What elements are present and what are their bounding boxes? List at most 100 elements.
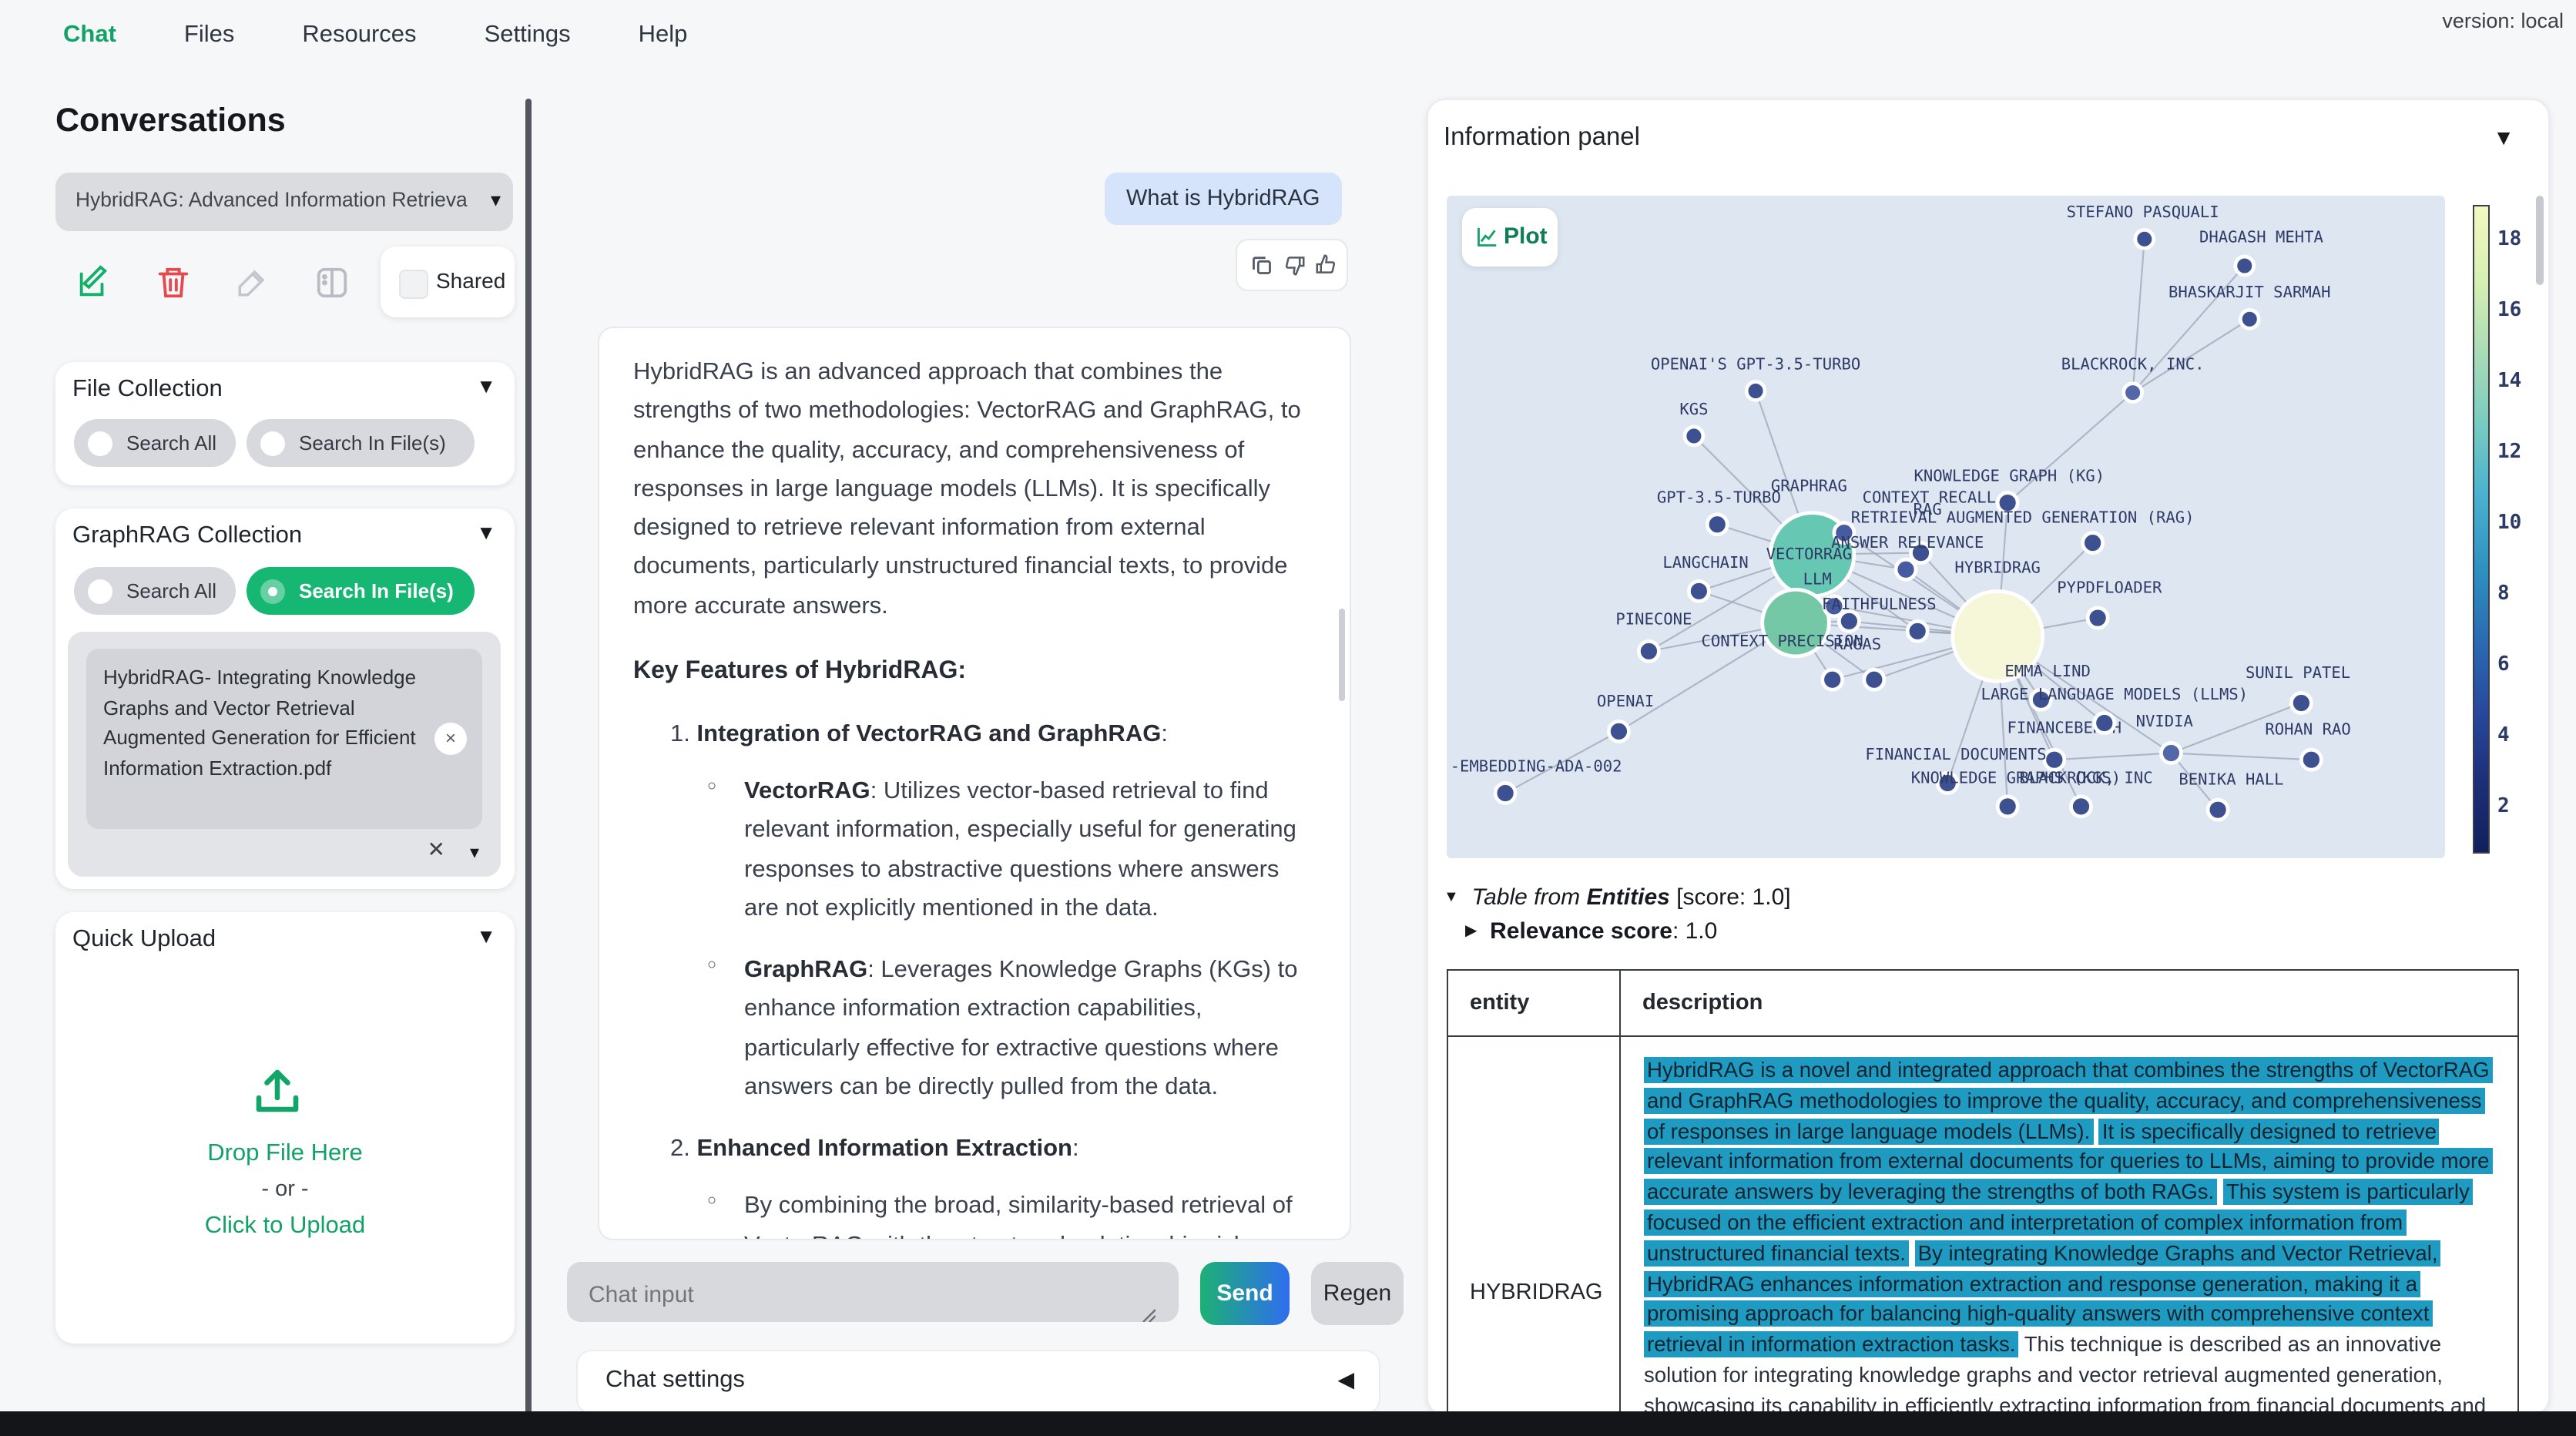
panel-collapse-icon[interactable]: ▼ [2493, 125, 2514, 149]
clear-selection-button[interactable]: ✕ [427, 837, 445, 861]
graph-node-embedding[interactable] [1493, 781, 1518, 805]
table-collapse-icon[interactable]: ▼ [1444, 889, 1459, 906]
graph-node-gpt35[interactable] [1705, 512, 1729, 537]
chat-input[interactable] [567, 1262, 1179, 1322]
nav-item-settings[interactable]: Settings [484, 22, 571, 48]
user-message-text: What is HybridRAG [1126, 186, 1320, 211]
graphrag-search-all-toggle[interactable]: Search All [74, 567, 236, 615]
graph-node-sunil[interactable] [2289, 691, 2313, 715]
graph-label-emmalind: EMMA LIND [2004, 662, 2090, 680]
graph-node-kg[interactable] [1995, 491, 2020, 515]
graph-node-stefano[interactable] [2133, 228, 2156, 250]
quick-upload-collapse-icon[interactable]: ▼ [476, 924, 496, 948]
colorbar-ticks: 18 16 14 12 10 8 6 4 2 [2497, 205, 2544, 851]
copy-icon[interactable] [1251, 254, 1273, 276]
graph-node-openai[interactable] [1607, 719, 1631, 743]
graph-node-langchain[interactable] [1687, 579, 1711, 603]
graph-node-kgs[interactable] [1682, 424, 1706, 448]
graph-label-kg: KNOWLEDGE GRAPH (KG) [1914, 466, 2105, 485]
graph-edge [2054, 752, 2172, 761]
graph-label-benika: BENIKA HALL [2179, 770, 2283, 789]
graph-node-answerrel[interactable] [1893, 557, 1918, 582]
graph-node-pypdfloader[interactable] [2085, 606, 2110, 630]
graph-node-rag[interactable] [1909, 541, 1933, 565]
relevance-expand-icon[interactable]: ▶ [1465, 923, 1478, 940]
graph-node-contextrecall[interactable] [1832, 521, 1857, 545]
graph-node-contextprecision[interactable] [1820, 667, 1845, 692]
new-conversation-button[interactable] [75, 265, 111, 300]
graph-label-embedding: -EMBEDDING-ADA-002 [1451, 757, 1622, 775]
graph-node-blackrock2[interactable] [2069, 794, 2093, 819]
regen-label: Regen [1323, 1280, 1392, 1307]
chat-settings-bar[interactable]: Chat settings ◀ [576, 1350, 1380, 1414]
graph-node-findocs[interactable] [1935, 771, 1960, 795]
graph-edge [2132, 239, 2145, 393]
relevance-value: : 1.0 [1672, 918, 1718, 944]
shared-card: Shared [381, 247, 515, 317]
shared-checkbox[interactable] [399, 270, 428, 299]
plot-tab[interactable]: Plot [1462, 208, 1558, 267]
graph-node-kgs2[interactable] [1995, 794, 2020, 819]
selected-file-name: HybridRAG- Integrating Knowledge Graphs … [103, 666, 417, 780]
colorbar-tick: 2 [2497, 795, 2510, 818]
graph-node-blackrock[interactable] [2122, 381, 2144, 404]
panel-scrollbar[interactable] [2536, 196, 2544, 285]
graph-node-financebench[interactable] [2042, 747, 2067, 772]
graph-label-blackrock: BLACKROCK, INC. [2061, 354, 2205, 373]
graph-node-llm[interactable] [1822, 594, 1846, 619]
thumbs-up-icon[interactable] [1314, 253, 1337, 276]
resize-handle-icon[interactable] [1140, 1307, 1156, 1322]
graph-label-faithfulness: FAITHFULNESS [1822, 595, 1937, 613]
chat-column: What is HybridRAG HybridRAG is an advanc… [539, 74, 1417, 1414]
click-to-upload-link[interactable]: Click to Upload [204, 1213, 366, 1239]
graphrag-collection-collapse-icon[interactable]: ▼ [476, 521, 496, 544]
graph-node-retrievalrag[interactable] [2081, 531, 2105, 555]
graph-node-pinecone[interactable] [1637, 639, 1661, 663]
graph-node-emmalind[interactable] [2029, 687, 2053, 712]
graph-node-green2[interactable] [1760, 587, 1831, 659]
collapse-left-icon[interactable]: ◀ [1337, 1367, 1354, 1391]
graph-label-llm: LLM [1803, 570, 1832, 589]
description-cell: HybridRAG is a novel and integrated appr… [1619, 1035, 2519, 1414]
graph-node-benika[interactable] [2205, 797, 2230, 822]
file-search-all-toggle[interactable]: Search All [74, 419, 236, 467]
entities-table: entity description HYBRIDRAG HybridRAG i… [1447, 969, 2519, 1414]
graph-node-llms[interactable] [2092, 711, 2117, 735]
file-dropdown-caret-icon[interactable]: ▾ [469, 841, 479, 863]
conversation-select[interactable]: HybridRAG: Advanced Information Retrieva… [55, 173, 513, 231]
nav-item-chat[interactable]: Chat [63, 22, 116, 48]
graphrag-search-in-files-label: Search In File(s) [299, 579, 454, 602]
delete-conversation-button[interactable] [156, 265, 191, 300]
thumbs-down-icon[interactable] [1283, 254, 1306, 277]
graphrag-search-in-files-toggle[interactable]: Search In File(s) [247, 567, 475, 615]
graph-node-bhaskarjit[interactable] [2238, 308, 2261, 330]
nav-item-files[interactable]: Files [183, 22, 235, 48]
file-drop-zone[interactable]: Drop File Here - or - Click to Upload [71, 974, 499, 1325]
graphrag-search-all-label: Search All [126, 579, 217, 602]
file-collection-card: File Collection ▼ Search All Search In F… [55, 362, 515, 485]
graph-node-nvidia[interactable] [2159, 741, 2183, 765]
message-scrollbar[interactable] [1338, 609, 1345, 701]
graph-node-rohan[interactable] [2299, 747, 2323, 772]
sidebar-scrollbar[interactable] [525, 99, 532, 1421]
plot-area: HYBRIDRAG VECTORRAG GRAPHRAG STEFANO PASQUA… [1447, 196, 2445, 858]
remove-file-button[interactable]: × [434, 723, 467, 755]
drop-file-text: Drop File Here [207, 1140, 363, 1166]
entity-graph[interactable]: HYBRIDRAG VECTORRAG GRAPHRAG STEFANO PASQUA… [1447, 196, 2445, 858]
send-button[interactable]: Send [1200, 1262, 1290, 1325]
nav-item-help[interactable]: Help [638, 22, 688, 48]
graph-node-ragas[interactable] [1862, 667, 1887, 692]
file-search-in-files-toggle[interactable]: Search In File(s) [247, 419, 475, 467]
rename-conversation-button[interactable] [236, 267, 268, 299]
graph-label-graphragLbl: GRAPHRAG [1771, 476, 1847, 495]
nav-item-resources[interactable]: Resources [302, 22, 417, 48]
file-collection-collapse-icon[interactable]: ▼ [476, 374, 496, 398]
split-view-button[interactable] [314, 265, 350, 300]
graph-node-hybridrag[interactable] [1950, 589, 2045, 683]
regen-button[interactable]: Regen [1311, 1262, 1404, 1325]
graph-node-extra1[interactable] [1836, 609, 1861, 633]
graph-node-dhagash[interactable] [2233, 254, 2256, 277]
graph-node-openais35[interactable] [1744, 380, 1767, 402]
colorbar-tick: 18 [2497, 228, 2522, 251]
graph-node-faithfulness[interactable] [1905, 619, 1930, 643]
